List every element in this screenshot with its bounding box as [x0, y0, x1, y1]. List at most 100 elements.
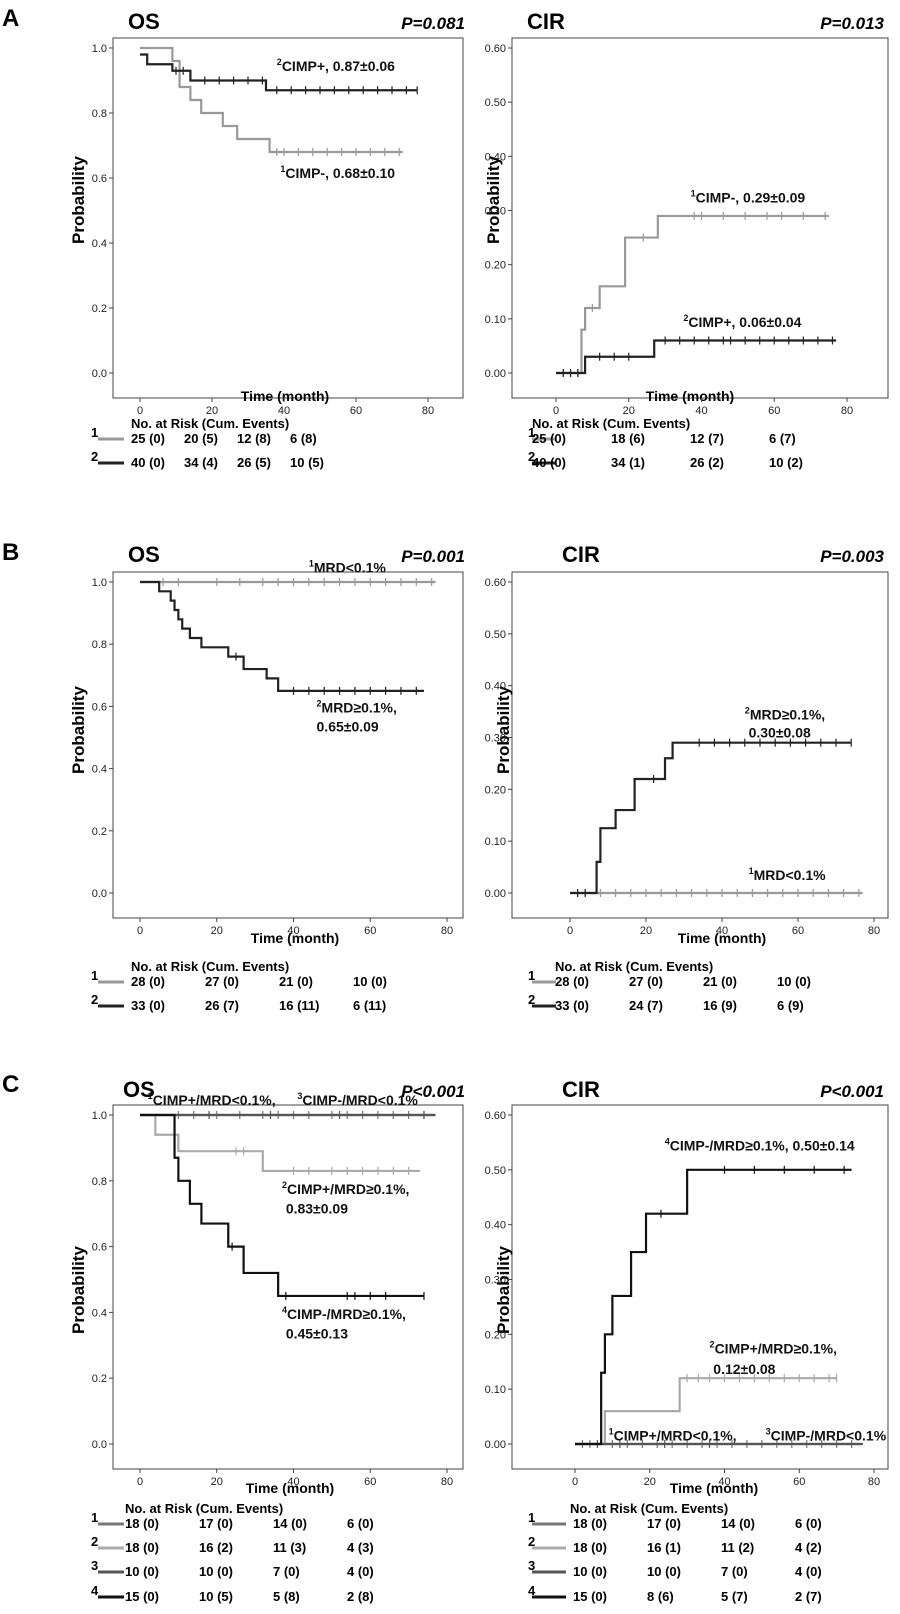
risk-row-label: 1: [528, 1510, 535, 1525]
x-axis-label: Time (month): [646, 388, 734, 404]
x-tick-label: 80: [841, 405, 853, 417]
risk-cell: 16 (2): [199, 1540, 233, 1555]
risk-cell: 4 (0): [347, 1564, 374, 1579]
risk-cell: 24 (7): [629, 998, 663, 1013]
curve-annotation: 2CIMP+, 0.87±0.06: [277, 57, 395, 74]
y-tick-label: 1.0: [92, 43, 107, 55]
series-line-2: [140, 53, 418, 92]
y-tick-label: 0.60: [485, 43, 506, 55]
x-tick-label: 40: [287, 1476, 299, 1488]
risk-table-header: No. at Risk (Cum. Events): [555, 959, 713, 974]
risk-cell: 10 (0): [353, 974, 387, 989]
risk-cell: 21 (0): [703, 974, 737, 989]
y-tick-label: 0.10: [485, 314, 506, 326]
x-tick-label: 40: [718, 1476, 730, 1488]
curve-annotation: 4CIMP-/MRD≥0.1%, 0.50±0.14: [665, 1137, 855, 1154]
chart-1: OS P=0.081 Time (month) Probability 0 20 40 60 8…: [69, 9, 465, 470]
y-tick-label: 0.4: [92, 1307, 107, 1319]
risk-cell: 10 (5): [199, 1589, 233, 1604]
x-tick-label: 40: [278, 405, 290, 417]
x-axis-label: Time (month): [241, 388, 329, 404]
risk-table-header: No. at Risk (Cum. Events): [125, 1501, 283, 1516]
x-tick-label: 20: [211, 925, 223, 937]
risk-cell: 40 (0): [532, 455, 566, 470]
risk-cell: 27 (0): [629, 974, 663, 989]
risk-row-label: 1: [528, 425, 535, 440]
chart-4: CIR P=0.003 Time (month) Probability 0 20 40 60…: [485, 542, 889, 1013]
series-line-2: [140, 1113, 421, 1173]
curve-annotation: 2CIMP+/MRD≥0.1%,: [282, 1180, 409, 1197]
y-tick-label: 1.0: [92, 577, 107, 589]
series-line-2: [570, 741, 852, 895]
y-tick-label: 1.0: [92, 1110, 107, 1122]
chart-title: CIR: [562, 1077, 600, 1102]
x-tick-label: 20: [211, 1476, 223, 1488]
y-axis-label: Probability: [69, 1246, 88, 1334]
y-axis-label: Probability: [69, 686, 88, 774]
risk-cell: 15 (0): [125, 1589, 159, 1604]
curve-annotation: 2MRD≥0.1%,: [745, 705, 825, 722]
y-tick-label: 0.50: [485, 629, 506, 641]
y-tick-label: 0.30: [485, 733, 506, 745]
risk-cell: 33 (0): [131, 998, 165, 1013]
risk-cell: 12 (7): [690, 431, 724, 446]
risk-cell: 20 (5): [184, 431, 218, 446]
risk-cell: 2 (8): [347, 1589, 374, 1604]
risk-cell: 18 (0): [573, 1540, 607, 1555]
plot-frame: [511, 1104, 889, 1470]
risk-row-label: 2: [91, 1534, 98, 1549]
y-tick-label: 0.0: [92, 1439, 107, 1451]
risk-cell: 14 (0): [273, 1516, 307, 1531]
risk-cell: 28 (0): [555, 974, 589, 989]
curve-annotation: 4CIMP-/MRD≥0.1%,: [282, 1305, 406, 1322]
risk-cell: 11 (3): [273, 1540, 306, 1555]
risk-cell: 40 (0): [131, 455, 165, 470]
risk-cell: 16 (9): [703, 998, 737, 1013]
curve-annotation: 1CIMP-, 0.29±0.09: [691, 188, 806, 205]
risk-cell: 14 (0): [721, 1516, 755, 1531]
x-tick-label: 0: [137, 1476, 143, 1488]
x-tick-label: 80: [868, 925, 880, 937]
x-tick-label: 60: [793, 1476, 805, 1488]
y-axis-label: Probability: [69, 156, 88, 244]
curve-annotation: 1MRD<0.1%: [309, 559, 387, 576]
x-tick-label: 80: [441, 925, 453, 937]
chart-2: CIR P=0.013 Time (month) Probability 0 20 40 60…: [484, 9, 889, 470]
risk-cell: 18 (0): [573, 1516, 607, 1531]
risk-row-label: 2: [528, 449, 535, 464]
risk-table-header: No. at Risk (Cum. Events): [532, 416, 690, 431]
risk-cell: 8 (6): [647, 1589, 674, 1604]
risk-row-label: 2: [91, 449, 98, 464]
y-tick-label: 0.40: [485, 681, 506, 693]
p-value: P<0.001: [820, 1082, 884, 1101]
risk-row-label: 2: [91, 992, 98, 1007]
curve-annotation: 1CIMP-, 0.68±0.10: [280, 164, 395, 181]
risk-cell: 34 (4): [184, 455, 218, 470]
risk-row-label: 3: [528, 1558, 535, 1573]
risk-cell: 15 (0): [573, 1589, 607, 1604]
x-tick-label: 60: [350, 405, 362, 417]
x-tick-label: 60: [768, 405, 780, 417]
risk-cell: 10 (2): [769, 455, 803, 470]
risk-cell: 10 (5): [290, 455, 324, 470]
x-tick-label: 0: [553, 405, 559, 417]
curve-annotation: 0.65±0.09: [317, 718, 379, 734]
risk-cell: 4 (0): [795, 1564, 822, 1579]
x-axis-label: Time (month): [251, 930, 339, 946]
curve-annotation: 2CIMP+, 0.06±0.04: [683, 313, 801, 330]
y-tick-label: 0.8: [92, 1176, 107, 1188]
risk-row-label: 4: [91, 1583, 99, 1598]
y-tick-label: 0.2: [92, 826, 107, 838]
series-line-2: [140, 580, 424, 692]
risk-row-label: 1: [91, 425, 98, 440]
x-tick-label: 40: [287, 925, 299, 937]
chart-3: OS P=0.001 Time (month) Probability 0 20 40 60 8…: [69, 542, 465, 1013]
risk-cell: 5 (7): [721, 1589, 748, 1604]
y-tick-label: 0.60: [485, 577, 506, 589]
risk-cell: 7 (0): [273, 1564, 300, 1579]
risk-cell: 6 (0): [795, 1516, 822, 1531]
risk-cell: 21 (0): [279, 974, 313, 989]
y-tick-label: 0.0: [92, 888, 107, 900]
p-value: P=0.003: [820, 547, 884, 566]
